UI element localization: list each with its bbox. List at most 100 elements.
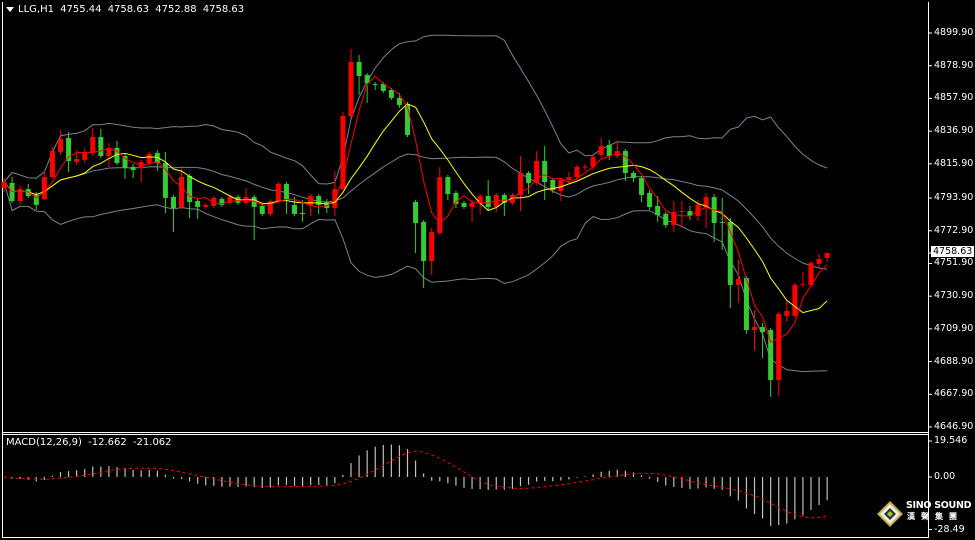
candle-bull (752, 327, 758, 330)
candle-bear (647, 192, 653, 207)
chart-frame (2, 2, 929, 538)
candle-bear (154, 152, 160, 164)
close-value: 4758.63 (202, 4, 245, 15)
candle-bull (49, 151, 55, 178)
candle-bull (534, 161, 540, 183)
macd-signal-value: -21.062 (132, 437, 172, 448)
logo-subtitle: 漢聲集團 (907, 512, 963, 521)
candle-bull (614, 151, 620, 157)
price-axis-label: 4667.90 (934, 388, 974, 400)
price-axis-label: 4688.90 (934, 355, 974, 367)
candle-bear (630, 173, 636, 178)
candle-bear (542, 161, 548, 183)
candle-bull (106, 147, 112, 157)
candle-bull (566, 177, 572, 181)
candle-bull (437, 177, 443, 233)
candle-bull (429, 232, 435, 261)
candle-bull (267, 201, 273, 214)
candle-bull (227, 196, 233, 203)
candle-bear (719, 221, 725, 223)
candle-bear (461, 202, 467, 207)
candle-bull (792, 284, 798, 316)
ohlc-readout: LLG,H1 4755.44 4758.63 4752.88 4758.63 (18, 4, 247, 15)
symbol-timeframe: LLG,H1 (18, 4, 54, 15)
candle-bull (211, 197, 217, 207)
candle-bear (364, 75, 370, 83)
candle-bear (372, 83, 378, 85)
fast-ma-line (3, 75, 828, 343)
candle-bear (743, 277, 749, 330)
candle-bear (396, 97, 402, 105)
price-axis-label: 4646.90 (934, 421, 974, 432)
candle-bear (187, 175, 193, 202)
axis-ticks (929, 32, 932, 530)
candle-bear (66, 137, 72, 162)
logo: SINO SOUND 漢聲集團 (876, 500, 972, 530)
candle-bull (509, 194, 515, 203)
dropdown-triangle-icon[interactable] (6, 7, 14, 12)
candle-bear (445, 177, 451, 195)
candle-bull (808, 263, 814, 285)
candle-bear (388, 89, 394, 98)
candle-bull (17, 189, 23, 202)
candle-bear (501, 194, 507, 203)
candle-bear (114, 147, 120, 164)
candle-bear (292, 204, 298, 214)
candle-bear (130, 166, 136, 171)
candle-bull (776, 313, 782, 380)
candle-bear (33, 194, 39, 205)
logo-diamond-icon (877, 501, 903, 527)
candle-bull (735, 278, 741, 285)
chart-header: LLG,H1 4755.44 4758.63 4752.88 4758.63 (6, 4, 247, 15)
macd-axis-top: 19.546 (934, 435, 968, 446)
candle-bull (138, 161, 144, 169)
candles (1, 49, 830, 397)
candle-bull (493, 194, 499, 207)
candle-bull (477, 196, 483, 204)
candle-bull (275, 183, 281, 202)
price-axis-label: 4772.90 (934, 224, 974, 236)
candle-bear (485, 196, 491, 207)
candle-bull (824, 253, 830, 258)
price-axis-label: 4709.90 (934, 322, 974, 334)
candle-bull (703, 196, 709, 207)
candle-bear (727, 221, 733, 285)
macd-signal-line (3, 450, 828, 519)
candle-bear (768, 329, 774, 380)
open-value: 4755.44 (60, 4, 102, 15)
candle-bear (300, 213, 306, 215)
candle-bull (348, 61, 354, 117)
candle-bear (98, 137, 104, 157)
candle-bear (251, 196, 257, 207)
candle-bear (663, 213, 669, 226)
candle-bear (316, 196, 322, 205)
slow-ma-line (3, 103, 828, 314)
candle-bull (57, 139, 63, 152)
macd-axis-bottom: -28.49 (934, 524, 965, 535)
candle-bull (82, 151, 88, 160)
candle-bull (90, 137, 96, 153)
macd-axis-zero: 0.00 (934, 471, 956, 482)
candle-bear (687, 211, 693, 216)
candle-bull (800, 283, 806, 285)
candle-bull (340, 116, 346, 190)
candle-bull (598, 145, 604, 155)
candle-bear (606, 144, 612, 157)
current-price-label: 4758.63 (931, 246, 975, 257)
price-axis-label: 4878.90 (934, 59, 974, 71)
candle-bear (195, 201, 201, 207)
candle-bull (590, 156, 596, 167)
candle-bear (622, 151, 628, 174)
candle-bear (170, 196, 176, 209)
candle-bear (655, 206, 661, 216)
candle-bull (574, 166, 580, 178)
candle-bull (469, 202, 475, 207)
macd-label: MACD(12,26,9) -12.662 -21.062 (6, 437, 175, 448)
candle-bull (179, 177, 185, 207)
candle-bull (308, 196, 314, 205)
bollinger-lower (3, 181, 828, 373)
candle-bear (356, 61, 362, 76)
candle-bear (526, 173, 532, 183)
price-axis-label: 4751.90 (934, 257, 974, 269)
